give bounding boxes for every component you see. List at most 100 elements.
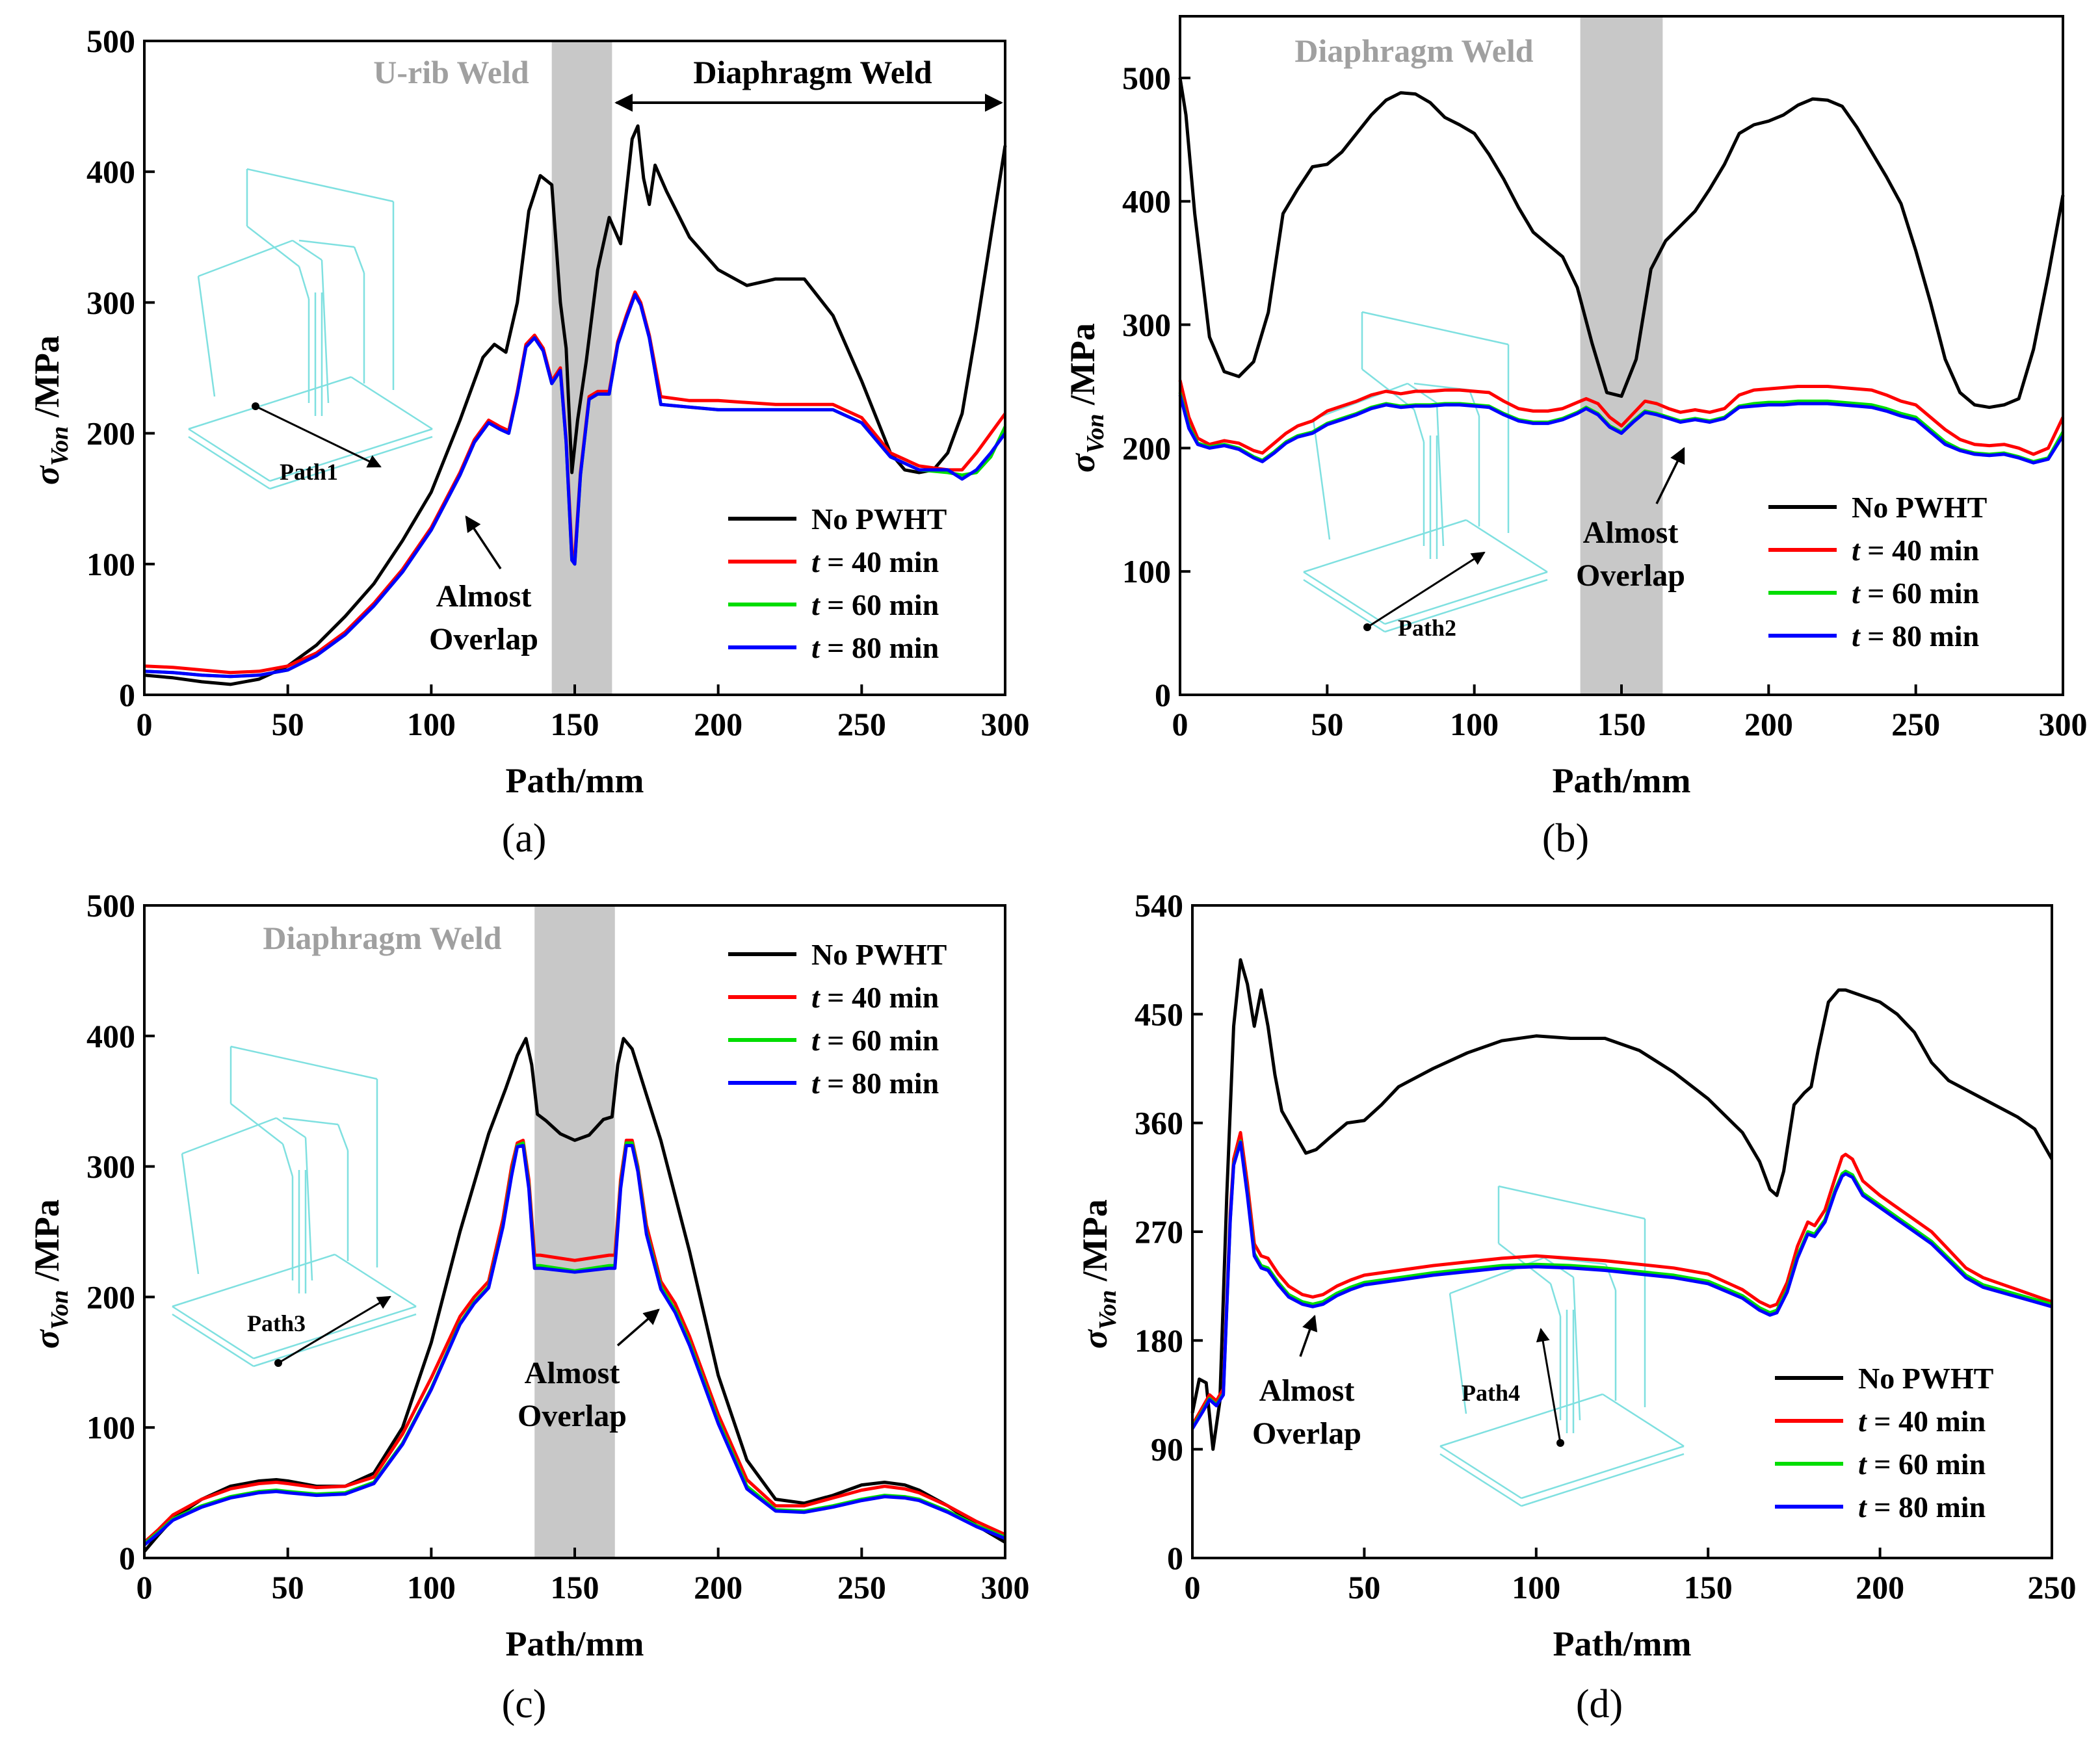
x-axis-label: Path/mm — [506, 761, 644, 800]
y-axis-label-unit: /MPa — [27, 1199, 66, 1290]
y-axis-label-sigma: σ — [1063, 452, 1102, 473]
x-tick-label: 300 — [981, 706, 1030, 742]
y-axis-label-sub: Von — [1094, 1290, 1122, 1330]
legend-entry: No PWHT — [1858, 1362, 1993, 1395]
x-tick-label: 200 — [694, 1569, 742, 1605]
legend-entry-rest: = 40 min — [1860, 534, 1979, 567]
panel-label: (b) — [1542, 816, 1589, 861]
legend-entry-italic: t — [1852, 577, 1861, 610]
overlap-note-line1: Almost — [525, 1356, 620, 1390]
y-axis-label-sigma: σ — [27, 1329, 66, 1349]
overlap-note-line2: Overlap — [429, 622, 538, 656]
inset-wire-line — [1439, 1453, 1522, 1507]
region-label: Diaphragm Weld — [1294, 32, 1533, 69]
series-line-0 — [143, 1037, 1006, 1553]
y-axis-label: σVon /MPa — [1075, 1199, 1122, 1349]
inset-wire-line — [1468, 389, 1480, 417]
chart-panel-d: Path4 0 50 100 150 200 250 0 90 180 270 360 450 540 Pa… — [1075, 887, 2077, 1726]
overlap-note-line2: Overlap — [1252, 1416, 1361, 1451]
overlap-arrow — [1299, 1314, 1318, 1357]
inset-wire-line — [1361, 311, 1509, 346]
x-tick-label: 150 — [551, 1569, 599, 1605]
inset-wire-line — [1313, 382, 1408, 421]
y-axis-label-sigma: σ — [1075, 1329, 1114, 1349]
legend-entry: t = 60 min — [811, 588, 939, 621]
inset-wire-line — [1384, 578, 1548, 633]
inset-wire-line — [1439, 1445, 1522, 1500]
region-label: U-rib Weld — [373, 54, 529, 90]
x-tick-label: 100 — [1512, 1569, 1560, 1605]
y-tick-label: 450 — [1135, 996, 1183, 1032]
overlap-arrow — [465, 515, 502, 569]
x-tick-label: 250 — [1891, 706, 1940, 742]
x-axis-label: Path/mm — [1553, 761, 1691, 800]
x-tick-label: 250 — [2028, 1569, 2077, 1605]
legend-entry-rest: = 60 min — [1860, 577, 1979, 610]
legend-entry-italic: t — [1852, 534, 1861, 567]
overlap-note-line1: Almost — [1583, 515, 1679, 550]
inset-wire-line — [172, 1313, 254, 1368]
path-arrow — [1367, 551, 1486, 629]
y-tick-label: 400 — [86, 153, 135, 190]
legend-entry-italic: t — [811, 545, 820, 578]
legend-entry-italic: t — [1858, 1405, 1867, 1438]
x-tick-label: 150 — [551, 706, 599, 742]
y-tick-label: 200 — [1122, 430, 1171, 466]
y-axis-label-unit: /MPa — [1063, 323, 1102, 413]
inset-wire-line — [230, 1103, 283, 1145]
legend-entry: No PWHT — [811, 938, 947, 971]
series-line-1 — [143, 1138, 1006, 1544]
inset-wire-line — [1436, 402, 1445, 547]
inset-wire-line — [1549, 1283, 1562, 1317]
x-tick-label: 50 — [1311, 706, 1343, 742]
x-tick-label: 0 — [1185, 1569, 1201, 1605]
legend-entry: t = 40 min — [811, 981, 939, 1014]
overlap-note-line1: Almost — [436, 579, 532, 614]
inset-path-label: Path4 — [1462, 1380, 1520, 1406]
y-tick-label: 100 — [86, 1409, 135, 1446]
overlap-note-line2: Overlap — [518, 1399, 627, 1433]
y-tick-label: 0 — [1155, 677, 1171, 713]
y-tick-label: 100 — [86, 546, 135, 582]
inset-wire-line — [321, 259, 330, 404]
overlap-note-line2: Overlap — [1576, 558, 1685, 593]
legend-entry: t = 60 min — [811, 1024, 939, 1057]
y-tick-label: 180 — [1135, 1322, 1183, 1358]
inset-wire-line — [246, 226, 300, 267]
x-axis-label: Path/mm — [506, 1624, 644, 1663]
inset-wire-line — [1384, 571, 1548, 625]
inset-wire-line — [337, 1124, 349, 1151]
inset-wire-line — [172, 1253, 335, 1308]
x-tick-label: 100 — [407, 1569, 456, 1605]
inset-wire-line — [298, 266, 310, 300]
inset-wire-line — [197, 276, 216, 397]
region-label: Diaphragm Weld — [263, 920, 501, 956]
legend-entry-rest: = 80 min — [1860, 619, 1979, 653]
inset-wire-line — [253, 1313, 417, 1368]
inset-wire-line — [1439, 1393, 1603, 1448]
series-line-0 — [1190, 958, 2054, 1451]
inset-wire-line — [188, 435, 270, 490]
inset-path-label: Path3 — [247, 1310, 306, 1336]
legend-entry-italic: t — [1852, 619, 1861, 653]
inset-wire-line — [269, 435, 433, 490]
region-label: Diaphragm Weld — [693, 54, 932, 90]
inset-wire-line — [1521, 1453, 1685, 1507]
legend-entry-italic: t — [811, 588, 820, 621]
legend-entry-rest: = 60 min — [820, 588, 939, 621]
y-tick-label: 360 — [1135, 1105, 1183, 1141]
series-line-3 — [1178, 395, 2065, 465]
x-axis-label: Path/mm — [1553, 1624, 1692, 1663]
legend-entry-italic: t — [1858, 1490, 1867, 1524]
inset-wire-line — [1303, 519, 1467, 573]
legend-entry-italic: t — [811, 1067, 820, 1100]
inset-wire-line — [1361, 369, 1415, 410]
inset-wire-line — [334, 1253, 417, 1308]
inset-wire-line — [292, 239, 322, 261]
inset-wire-line — [1572, 1277, 1581, 1421]
inset-wire-line — [1303, 571, 1385, 625]
y-tick-label: 270 — [1135, 1214, 1183, 1250]
y-tick-label: 0 — [119, 1540, 135, 1576]
inset-wire-line — [246, 168, 394, 203]
path-arrow — [1536, 1327, 1562, 1444]
